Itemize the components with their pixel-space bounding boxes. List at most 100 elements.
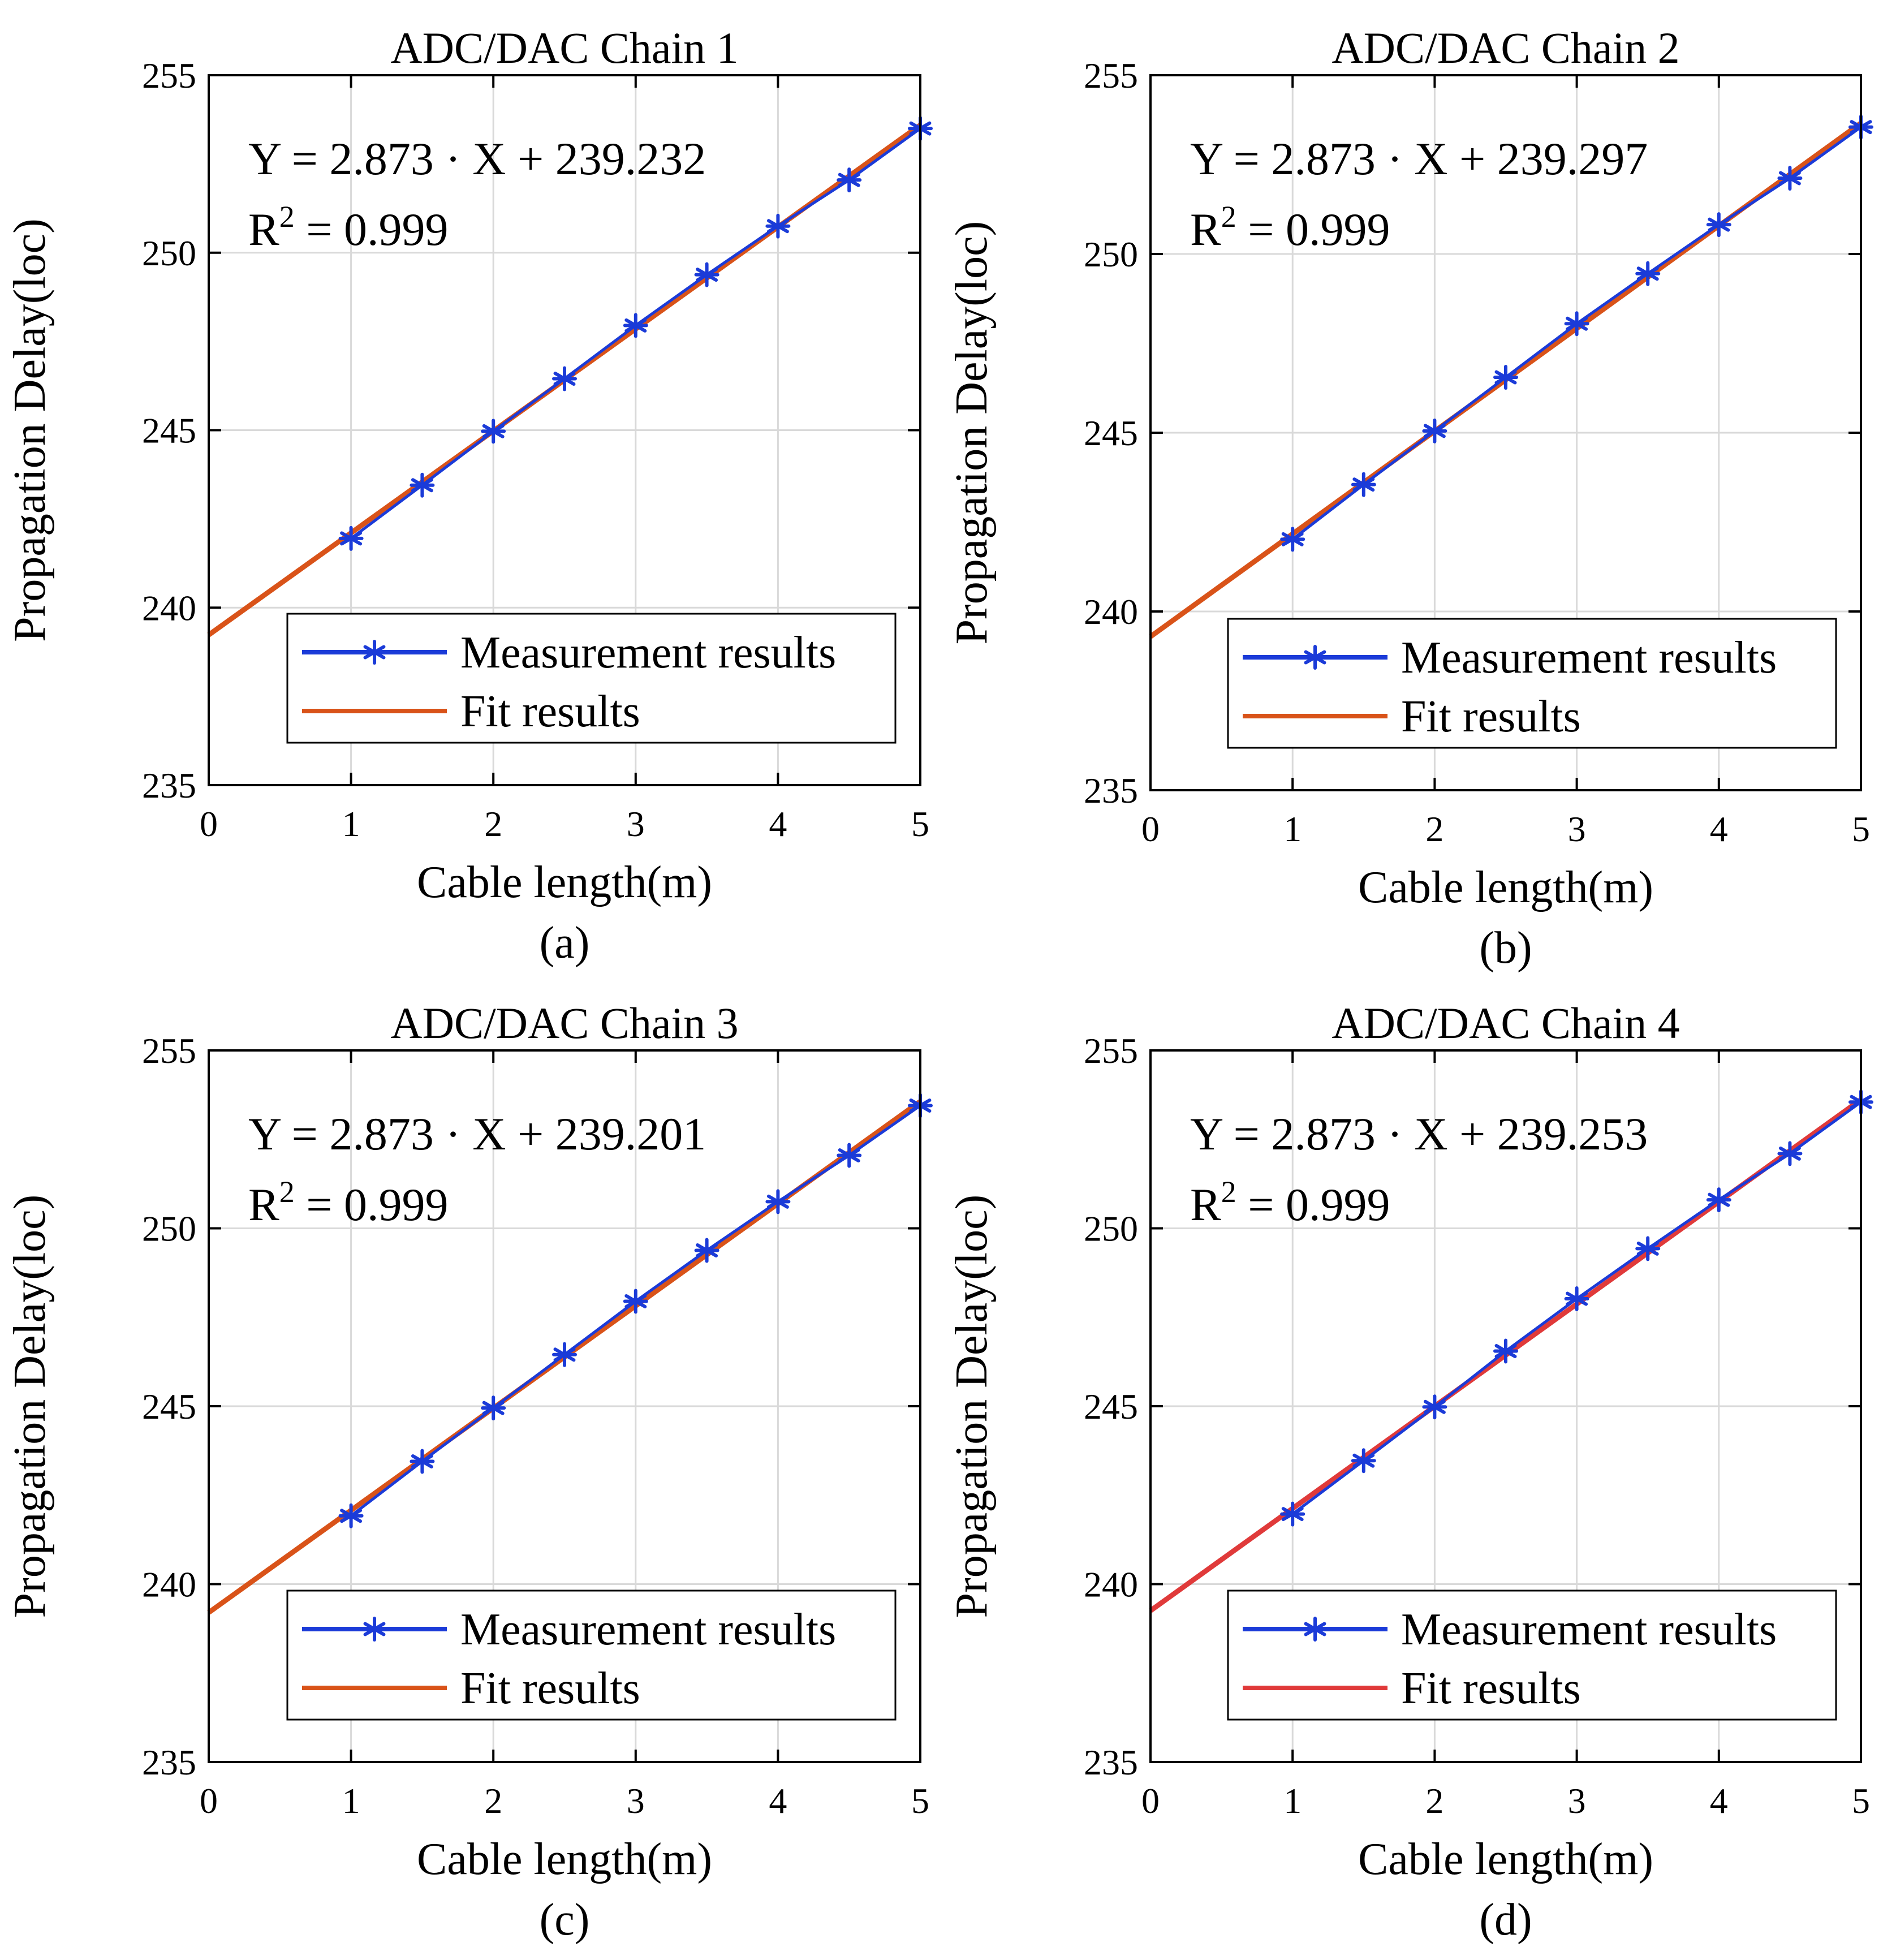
x-tick-label: 5 [1852, 1781, 1870, 1821]
data-point [837, 1143, 862, 1168]
data-point [1422, 418, 1447, 443]
data-point [1706, 1187, 1731, 1213]
legend-marker [362, 640, 387, 665]
y-tick-label: 255 [142, 1031, 196, 1071]
x-tick-label: 4 [769, 1781, 787, 1821]
data-point [1493, 1338, 1518, 1364]
y-axis-label: Propagation Delay(loc) [947, 221, 997, 645]
y-tick-label: 250 [142, 1209, 196, 1249]
legend-marker [1303, 645, 1328, 670]
y-tick-label: 255 [1084, 55, 1138, 96]
x-tick-label: 5 [911, 804, 929, 844]
data-point [1351, 472, 1376, 497]
x-tick-label: 1 [342, 804, 360, 844]
y-tick-label: 240 [142, 588, 196, 628]
legend: Measurement results Fit results [286, 613, 897, 744]
fit-equation: Y = 2.873 · X + 239.297 [1190, 133, 1648, 184]
legend: Measurement results Fit results [286, 1589, 897, 1721]
x-tick-label: 2 [484, 1781, 502, 1821]
r-squared-annotation: R2 = 0.999 [248, 200, 448, 255]
x-tick-label: 5 [911, 1781, 929, 1821]
x-tick-label: 2 [1425, 1781, 1443, 1821]
legend-measurement-label: Measurement results [460, 628, 836, 678]
data-point [481, 419, 506, 444]
r-squared-annotation: R2 = 0.999 [1190, 1175, 1390, 1230]
x-axis-label: Cable length(m) [417, 858, 712, 907]
x-tick-label: 4 [769, 804, 787, 844]
y-tick-label: 240 [1084, 592, 1138, 632]
data-point [552, 366, 577, 391]
legend-box [286, 1589, 897, 1721]
legend-fit-label: Fit results [460, 687, 640, 736]
legend-fit-label: Fit results [460, 1664, 640, 1713]
panel-caption: (a) [540, 918, 590, 968]
x-tick-label: 0 [200, 1781, 218, 1821]
legend-marker [362, 1617, 387, 1642]
x-tick-label: 1 [342, 1781, 360, 1821]
y-tick-label: 240 [142, 1565, 196, 1605]
fit-equation: Y = 2.873 · X + 239.201 [248, 1108, 706, 1160]
data-point [837, 167, 862, 193]
y-tick-label: 235 [1084, 1742, 1138, 1782]
x-tick-label: 3 [627, 1781, 645, 1821]
legend-measurement-label: Measurement results [1401, 633, 1777, 683]
data-point [1564, 311, 1589, 337]
chart-panel-2: 0 1 2 3 4 5 235 240 245 250 255 ADC/DAC Chain 2 Cabl… [947, 23, 1873, 973]
data-point [1564, 1286, 1589, 1312]
data-point [1280, 1501, 1305, 1527]
data-point [765, 1189, 791, 1214]
x-tick-label: 4 [1710, 809, 1728, 849]
panel-caption: (b) [1479, 923, 1532, 973]
data-point [1351, 1448, 1376, 1474]
x-tick-label: 3 [1568, 809, 1586, 849]
y-tick-label: 245 [1084, 1386, 1138, 1427]
data-point [1635, 1236, 1661, 1261]
x-tick-label: 2 [484, 804, 502, 844]
legend-measurement-label: Measurement results [460, 1605, 836, 1655]
legend-box [1227, 618, 1837, 749]
x-tick-label: 4 [1710, 1781, 1728, 1821]
legend: Measurement results Fit results [1227, 1589, 1837, 1721]
data-point [338, 1503, 364, 1528]
y-tick-label: 250 [142, 233, 196, 273]
data-point [1635, 261, 1661, 286]
x-tick-label: 0 [1141, 809, 1160, 849]
chart-panel-1: 0 1 2 3 4 5 235 240 245 250 255 ADC/DAC Chain 1 Cabl… [5, 23, 933, 968]
fit-equation: Y = 2.873 · X + 239.253 [1190, 1108, 1648, 1160]
x-axis-label: Cable length(m) [1358, 1834, 1653, 1884]
chart-title: ADC/DAC Chain 2 [1331, 23, 1679, 72]
r-squared-annotation: R2 = 0.999 [248, 1175, 448, 1230]
y-axis-label: Propagation Delay(loc) [5, 1195, 55, 1618]
y-tick-label: 235 [142, 1742, 196, 1782]
legend-fit-label: Fit results [1401, 1664, 1581, 1713]
chart-panel-3: 0 1 2 3 4 5 235 240 245 250 255 ADC/DAC Chain 3 Cabl… [5, 998, 933, 1945]
data-point [410, 1449, 435, 1474]
data-point [1280, 527, 1305, 552]
y-tick-label: 245 [1084, 413, 1138, 453]
chart-panel-4: 0 1 2 3 4 5 235 240 245 250 255 ADC/DAC Chain 4 Cabl… [947, 998, 1873, 1945]
data-point [410, 472, 435, 498]
x-tick-label: 1 [1283, 1781, 1302, 1821]
chart-title: ADC/DAC Chain 1 [390, 23, 738, 72]
x-tick-label: 0 [1141, 1781, 1160, 1821]
legend-marker [1303, 1617, 1328, 1642]
data-point [481, 1395, 506, 1421]
r-squared-annotation: R2 = 0.999 [1190, 200, 1390, 255]
y-tick-label: 250 [1084, 1209, 1138, 1249]
data-point [1422, 1394, 1447, 1420]
y-axis-label: Propagation Delay(loc) [5, 218, 55, 642]
fit-equation: Y = 2.873 · X + 239.232 [248, 133, 706, 184]
chart-title: ADC/DAC Chain 3 [390, 998, 738, 1048]
x-tick-label: 5 [1852, 809, 1870, 849]
y-tick-label: 235 [1084, 770, 1138, 811]
data-point [623, 313, 648, 338]
y-tick-label: 250 [1084, 234, 1138, 274]
y-tick-label: 255 [1084, 1031, 1138, 1071]
data-point [765, 213, 791, 239]
legend-box [1227, 1589, 1837, 1721]
data-point [694, 262, 719, 287]
data-point [694, 1238, 719, 1263]
y-axis-label: Propagation Delay(loc) [947, 1195, 997, 1618]
data-point [1777, 166, 1803, 191]
y-tick-label: 245 [142, 1386, 196, 1427]
